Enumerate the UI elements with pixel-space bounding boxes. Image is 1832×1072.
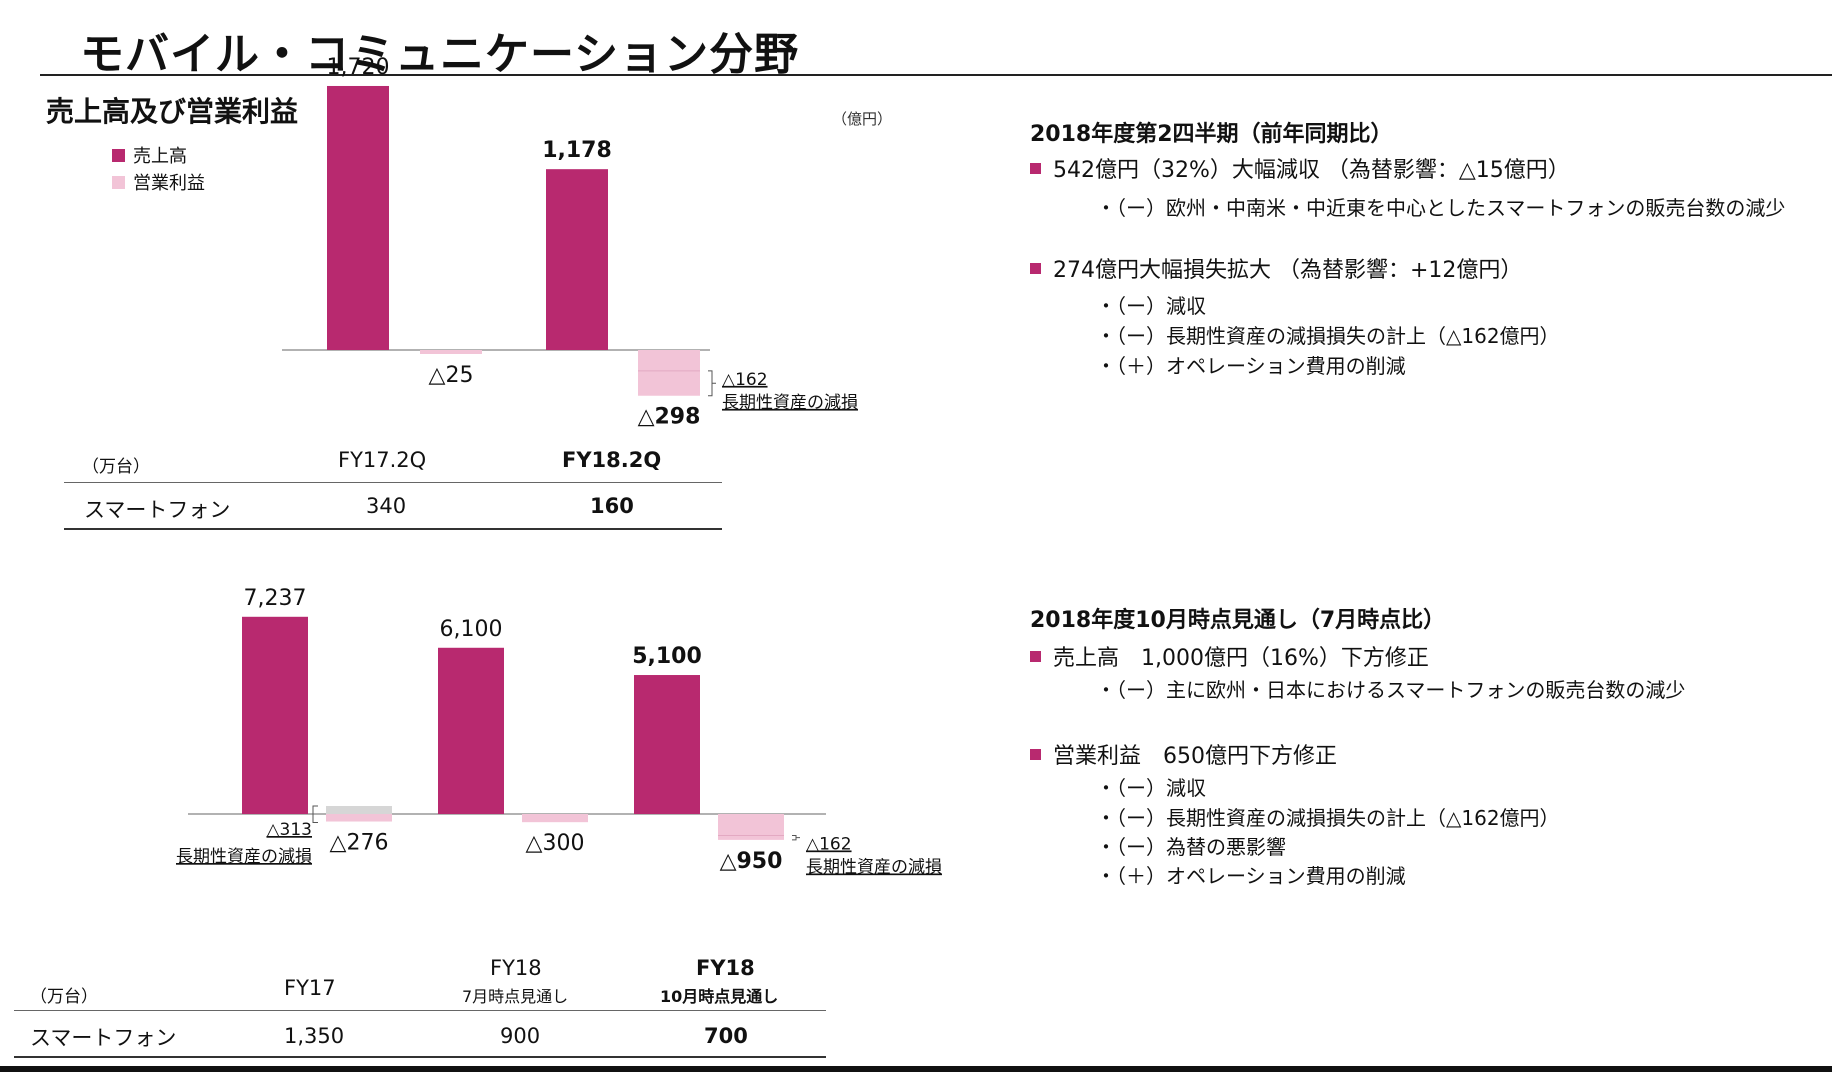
sales-bar [546, 169, 608, 350]
bullet-square-icon [1030, 262, 1041, 274]
legend-item-sales: 売上高 [112, 142, 187, 168]
impairment-text-label: 長期性資産の減損 [722, 393, 858, 413]
sales-value-label: 5,100 [632, 644, 702, 669]
sales-bar [327, 85, 389, 350]
legend-swatch-sales [112, 148, 125, 162]
section1-sub-3: ・（ー）長期性資産の減損損失の計上（△162億円） [1096, 324, 1560, 348]
income-bar [326, 814, 392, 822]
section1-bullet-sales-text: 542億円（32%）大幅減収 （為替影響：△15億円） [1053, 158, 1570, 183]
income-bar [522, 814, 588, 823]
income-bar [638, 350, 700, 396]
impairment-value-label: △313 [266, 820, 312, 840]
section2-heading: 2018年度10月時点見通し（7月時点比） [1030, 608, 1446, 633]
impairment-text-label: 長期性資産の減損 [806, 857, 942, 877]
table2-value-fy18-july: 900 [500, 1024, 541, 1048]
section2-bullet-income: 営業利益 650億円下方修正 [1030, 738, 1337, 770]
footer-rule [0, 1066, 1832, 1072]
bullet-square-icon [1030, 748, 1041, 760]
table1-header-fy17-2q: FY17.2Q [338, 448, 427, 472]
income-value-label: △276 [330, 831, 389, 856]
table2-header-fy17: FY17 [284, 976, 336, 1000]
income-value-label: △25 [429, 363, 474, 388]
section2-sub-2: ・（ー）減収 [1096, 776, 1206, 800]
table1-bottom-rule [64, 528, 722, 530]
section2-sub-4: ・（ー）為替の悪影響 [1096, 835, 1286, 859]
impairment-bracket [792, 834, 800, 841]
section1-sub-4: ・（＋）オペレーション費用の削減 [1096, 354, 1406, 378]
bullet-square-icon [1030, 650, 1041, 662]
section2-sub-3: ・（ー）長期性資産の減損損失の計上（△162億円） [1096, 806, 1560, 830]
income-bar [420, 350, 482, 354]
table2-row-label: スマートフォン [30, 1026, 177, 1050]
section2-sub-5: ・（＋）オペレーション費用の削減 [1096, 864, 1406, 888]
table2-divider [14, 1010, 826, 1011]
unit-label-yen: （億円） [832, 110, 893, 128]
impairment-text-label: 長期性資産の減損 [176, 847, 312, 867]
section1-sub-1: ・（ー）欧州・中南米・中近東を中心としたスマートフォンの販売台数の減少 [1096, 196, 1786, 220]
legend-label-sales: 売上高 [133, 146, 187, 167]
sales-bar [634, 675, 700, 814]
table2-header-fy18-october: FY18 [696, 956, 755, 980]
section2-bullet-sales-text: 売上高 1,000億円（16%）下方修正 [1053, 646, 1429, 671]
title-divider [40, 74, 1832, 76]
section1-heading: 2018年度第2四半期（前年同期比） [1030, 122, 1393, 147]
sales-value-label: 6,100 [440, 617, 503, 642]
section2-bullet-sales: 売上高 1,000億円（16%）下方修正 [1030, 640, 1429, 672]
legend-label-operating-income: 営業利益 [133, 173, 205, 194]
table2-subheader-fy18-october: 10月時点見通し [660, 987, 779, 1006]
chart-subtitle: 売上高及び営業利益 [46, 95, 299, 128]
income-value-label: △298 [638, 405, 701, 430]
table1-header-fy18-2q: FY18.2Q [562, 448, 662, 472]
sales-bar [242, 616, 308, 814]
impairment-value-label: △162 [806, 834, 852, 854]
table1-value-fy18-2q: 160 [590, 494, 634, 518]
section1-bullet-loss-text: 274億円大幅損失拡大 （為替影響：+12億円） [1053, 258, 1523, 283]
legend-item-operating-income: 営業利益 [112, 169, 205, 195]
section1-bullet-loss: 274億円大幅損失拡大 （為替影響：+12億円） [1030, 252, 1522, 284]
section2-bullet-income-text: 営業利益 650億円下方修正 [1053, 744, 1337, 769]
section2-sub-1: ・（ー）主に欧州・日本におけるスマートフォンの販売台数の減少 [1096, 678, 1686, 702]
table2-header-fy18-july: FY18 [490, 956, 542, 980]
impairment-bracket [312, 805, 318, 824]
table2-bottom-rule [14, 1056, 826, 1058]
income-value-label: △300 [526, 831, 585, 856]
section1-bullet-sales: 542億円（32%）大幅減収 （為替影響：△15億円） [1030, 152, 1570, 184]
table1-divider [64, 482, 722, 483]
impairment-bracket [708, 370, 716, 397]
section1-sub-2: ・（ー）減収 [1096, 294, 1206, 318]
income-value-label: △950 [720, 849, 783, 874]
impairment-value-label: △162 [722, 370, 768, 390]
table1-row-label: スマートフォン [84, 498, 231, 522]
page-title: モバイル・コミュニケーション分野 [80, 29, 800, 80]
table1-unit: （万台） [82, 457, 150, 477]
table1-value-fy17-2q: 340 [366, 494, 407, 518]
bullet-square-icon [1030, 162, 1041, 174]
legend-swatch-operating-income [112, 175, 125, 189]
table2-unit: （万台） [30, 987, 98, 1007]
income-bar [718, 814, 784, 840]
table2-value-fy17: 1,350 [284, 1024, 345, 1048]
sales-bar [438, 647, 504, 814]
table2-subheader-fy18-july: 7月時点見通し [462, 987, 569, 1006]
sales-value-label: 1,178 [542, 138, 612, 163]
impairment-band [326, 806, 392, 814]
table2-value-fy18-october: 700 [704, 1024, 748, 1048]
sales-value-label: 7,237 [244, 586, 307, 611]
